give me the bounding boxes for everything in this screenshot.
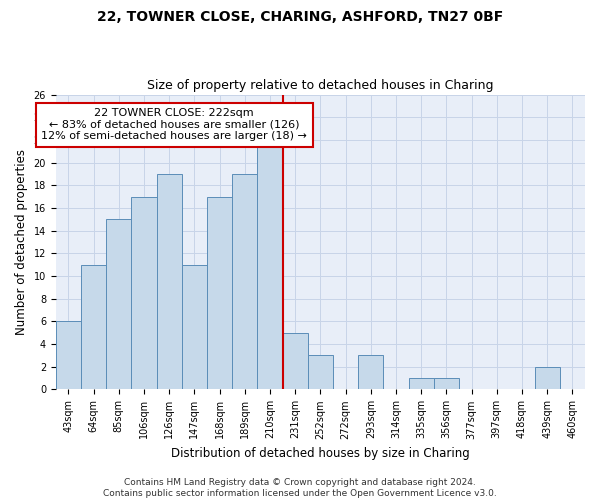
Bar <box>232 174 257 390</box>
Bar <box>106 220 131 390</box>
Y-axis label: Number of detached properties: Number of detached properties <box>15 149 28 335</box>
Bar <box>308 356 333 390</box>
Bar <box>81 264 106 390</box>
Bar <box>283 332 308 390</box>
Bar <box>409 378 434 390</box>
Bar <box>257 140 283 390</box>
Text: 22 TOWNER CLOSE: 222sqm
← 83% of detached houses are smaller (126)
12% of semi-d: 22 TOWNER CLOSE: 222sqm ← 83% of detache… <box>41 108 307 142</box>
Bar <box>182 264 207 390</box>
Text: 22, TOWNER CLOSE, CHARING, ASHFORD, TN27 0BF: 22, TOWNER CLOSE, CHARING, ASHFORD, TN27… <box>97 10 503 24</box>
Bar <box>358 356 383 390</box>
Bar <box>207 196 232 390</box>
Bar <box>56 322 81 390</box>
Bar <box>131 196 157 390</box>
Bar <box>535 367 560 390</box>
Title: Size of property relative to detached houses in Charing: Size of property relative to detached ho… <box>147 79 494 92</box>
Text: Contains HM Land Registry data © Crown copyright and database right 2024.
Contai: Contains HM Land Registry data © Crown c… <box>103 478 497 498</box>
X-axis label: Distribution of detached houses by size in Charing: Distribution of detached houses by size … <box>171 447 470 460</box>
Bar <box>157 174 182 390</box>
Bar <box>434 378 459 390</box>
